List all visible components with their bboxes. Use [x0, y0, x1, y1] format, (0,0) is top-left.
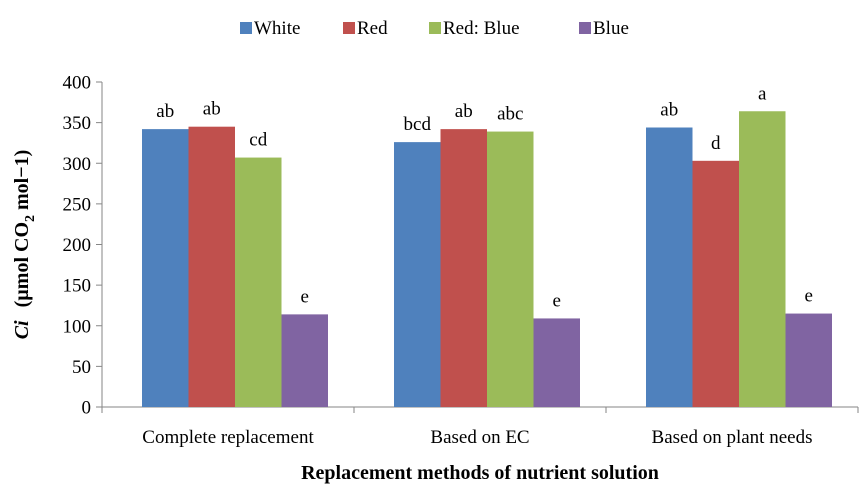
legend: White Red Red: Blue Blue	[240, 18, 629, 39]
legend-swatch	[429, 22, 441, 34]
y-tick-label: 50	[72, 357, 91, 378]
significance-letter: ab	[156, 101, 174, 122]
bar	[739, 111, 786, 407]
legend-label: Red	[357, 18, 388, 39]
legend-label: Red: Blue	[443, 18, 520, 39]
y-tick-label: 100	[63, 316, 92, 337]
y-axis-title: Ci (µmol CO2 mol−1)	[11, 150, 38, 340]
significance-letter: cd	[249, 130, 267, 151]
y-tick-label: 400	[63, 73, 92, 94]
legend-label: White	[254, 18, 300, 39]
significance-letter: e	[805, 286, 813, 307]
y-tick-label: 150	[63, 276, 92, 297]
bar	[281, 314, 328, 407]
bar	[394, 142, 441, 407]
bar	[235, 157, 282, 407]
significance-letter: ab	[455, 101, 473, 122]
y-axis-title-sub: 2	[23, 215, 38, 222]
y-axis-title-post: mol−1)	[11, 150, 33, 215]
significance-letter: ab	[660, 100, 678, 121]
significance-letter: d	[711, 133, 721, 154]
significance-letter: bcd	[404, 114, 432, 135]
y-axis-title-pre: (µmol CO	[11, 222, 33, 307]
bar	[533, 318, 580, 407]
legend-swatch	[240, 22, 252, 34]
legend-item: White	[240, 18, 300, 39]
bar	[692, 160, 739, 407]
bars	[142, 111, 832, 407]
y-tick-label: 350	[63, 113, 92, 134]
legend-item: Red	[343, 18, 388, 39]
y-axis-title-italic: Ci	[11, 320, 33, 339]
bar	[188, 126, 235, 407]
significance-letter: e	[301, 286, 309, 307]
legend-item: Blue	[579, 18, 629, 39]
y-axis: 0 50 100 150 200 250 300 350 400	[63, 73, 103, 419]
x-category-label: Based on EC	[430, 427, 529, 448]
legend-item: Red: Blue	[429, 18, 520, 39]
bar	[487, 131, 534, 407]
significance-letter: abc	[497, 104, 523, 125]
legend-swatch	[579, 22, 591, 34]
legend-label: Blue	[593, 18, 629, 39]
y-tick-label: 300	[63, 154, 92, 175]
significance-letter: a	[758, 83, 767, 104]
bar	[785, 313, 832, 407]
bar	[440, 129, 487, 407]
significance-letter: e	[553, 290, 561, 311]
x-axis-title: Replacement methods of nutrient solution	[301, 462, 659, 484]
significance-letters: ab bcd ab ab ab d cd abc a e e e	[156, 83, 813, 311]
y-tick-label: 0	[82, 398, 92, 419]
y-tick-label: 250	[63, 194, 92, 215]
bar	[646, 127, 693, 407]
x-axis: Complete replacement Based on EC Based on …	[101, 406, 859, 448]
y-tick-label: 200	[63, 235, 92, 256]
significance-letter: ab	[203, 99, 221, 120]
x-category-label: Based on plant needs	[652, 427, 813, 448]
x-category-label: Complete replacement	[142, 427, 314, 448]
legend-swatch	[343, 22, 355, 34]
bar	[142, 129, 189, 407]
